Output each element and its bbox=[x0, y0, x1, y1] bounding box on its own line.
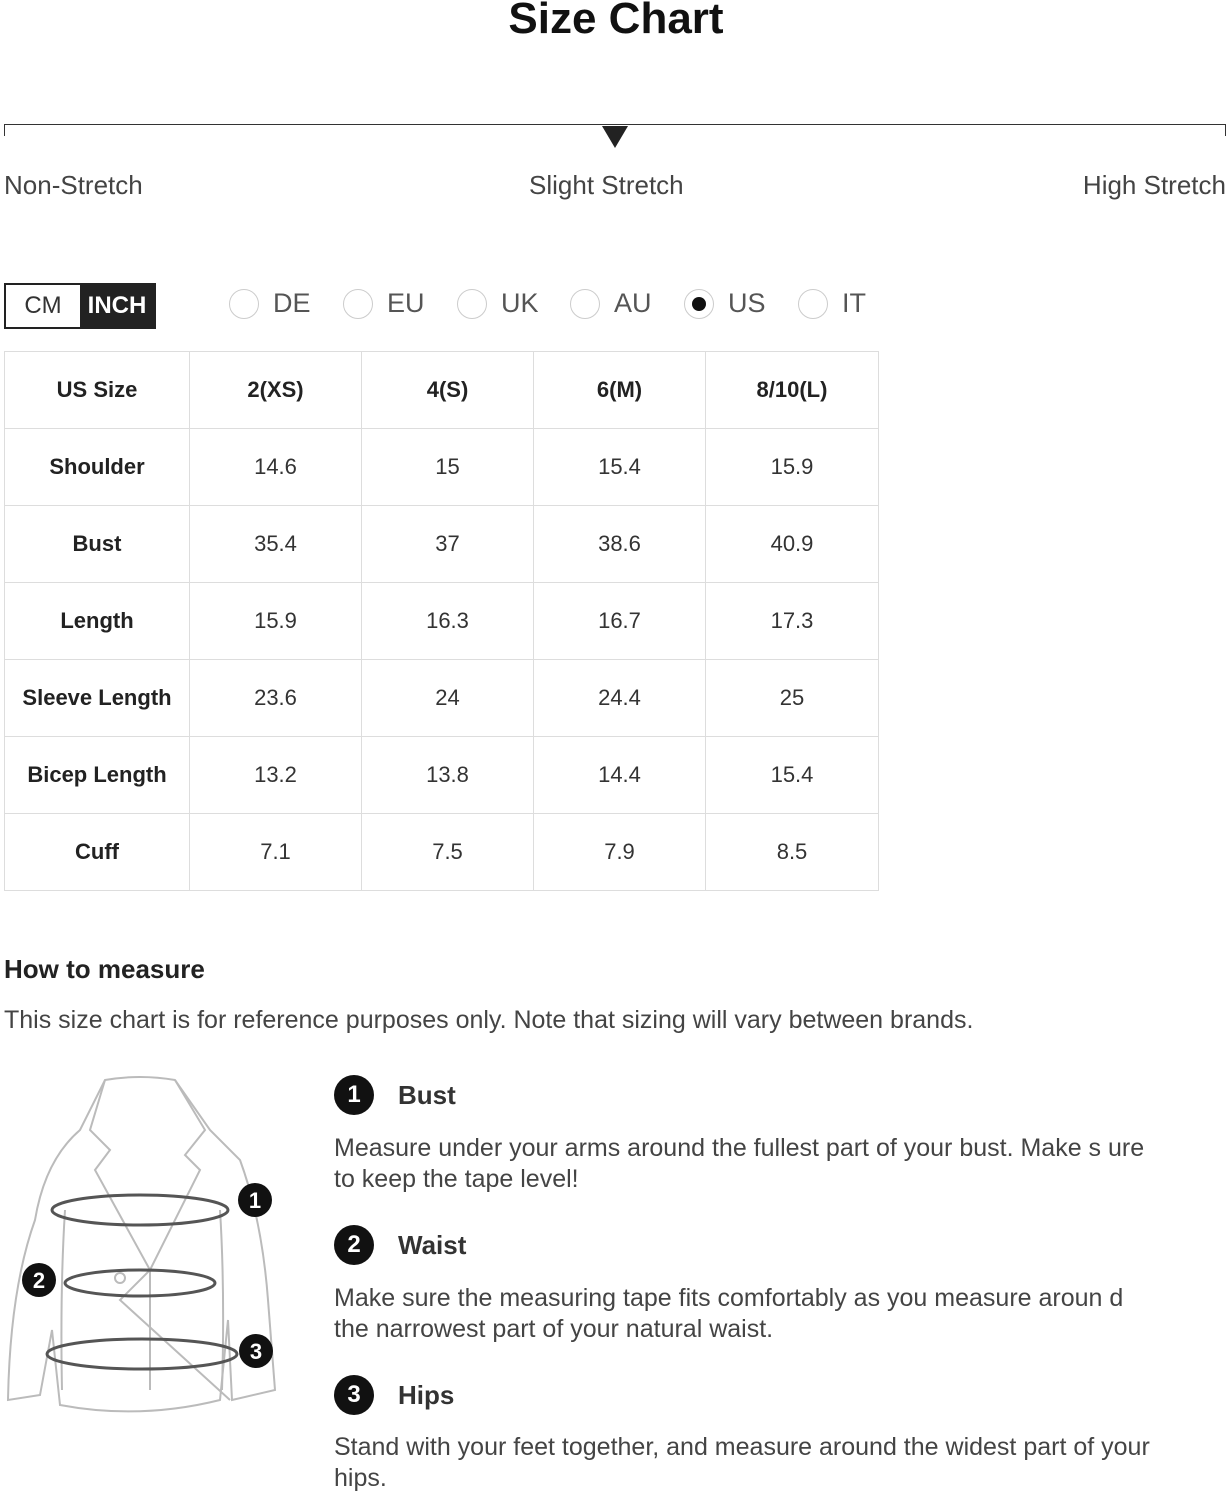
table-cell: 24 bbox=[361, 659, 534, 737]
radio-icon bbox=[457, 288, 487, 319]
table-cell: 7.9 bbox=[533, 813, 706, 891]
step-title: Waist bbox=[398, 1229, 467, 1260]
table-cell: 7.5 bbox=[361, 813, 534, 891]
stretch-pointer-icon bbox=[602, 126, 628, 148]
row-label: Shoulder bbox=[4, 428, 190, 506]
radio-label: UK bbox=[501, 288, 539, 318]
column-header: 4(S) bbox=[361, 351, 534, 429]
radio-label: AU bbox=[614, 288, 652, 318]
column-header: US Size bbox=[4, 351, 190, 429]
region-radio-eu[interactable]: EU bbox=[343, 288, 425, 319]
step-bust-text: Measure under your arms around the fulle… bbox=[334, 1134, 1145, 1193]
stretch-label-slight: Slight Stretch bbox=[529, 170, 684, 200]
stretch-label-non: Non-Stretch bbox=[4, 170, 143, 200]
table-cell: 8.5 bbox=[705, 813, 879, 891]
how-to-measure-note: This size chart is for reference purpose… bbox=[4, 1006, 974, 1034]
marker-1: 1 bbox=[238, 1183, 272, 1217]
table-cell: 13.2 bbox=[189, 736, 362, 814]
region-radio-uk[interactable]: UK bbox=[457, 288, 539, 319]
step-waist-text: Make sure the measuring tape fits comfor… bbox=[334, 1284, 1124, 1343]
table-row: Sleeve Length 23.6 24 24.4 25 bbox=[4, 659, 879, 737]
radio-icon bbox=[343, 288, 373, 319]
svg-text:2: 2 bbox=[33, 1268, 45, 1293]
table-row: Shoulder 14.6 15 15.4 15.9 bbox=[4, 428, 879, 506]
number-1-icon: 1 bbox=[334, 1075, 374, 1115]
table-cell: 37 bbox=[361, 505, 534, 583]
table-row: Cuff 7.1 7.5 7.9 8.5 bbox=[4, 813, 879, 891]
column-header: 8/10(L) bbox=[705, 351, 879, 429]
table-cell: 16.7 bbox=[533, 582, 706, 660]
number-3-icon: 3 bbox=[334, 1375, 374, 1415]
step-title: Bust bbox=[398, 1079, 456, 1110]
stretch-label-high: High Stretch bbox=[1082, 170, 1226, 200]
table-cell: 25 bbox=[705, 659, 879, 737]
table-cell: 15 bbox=[361, 428, 534, 506]
radio-icon bbox=[229, 288, 259, 319]
table-row: Bicep Length 13.2 13.8 14.4 15.4 bbox=[4, 736, 879, 814]
table-cell: 23.6 bbox=[189, 659, 362, 737]
radio-icon bbox=[798, 288, 828, 319]
how-to-measure-title: How to measure bbox=[4, 954, 205, 984]
step-hips-text: Stand with your feet together, and measu… bbox=[334, 1433, 1150, 1492]
step-waist-heading: 2 Waist bbox=[334, 1225, 466, 1265]
step-title: Hips bbox=[398, 1379, 455, 1410]
radio-icon bbox=[570, 288, 600, 319]
table-cell: 24.4 bbox=[533, 659, 706, 737]
table-header-row: US Size 2(XS) 4(S) 6(M) 8/10(L) bbox=[4, 351, 879, 429]
svg-text:1: 1 bbox=[249, 1188, 261, 1213]
table-row: Length 15.9 16.3 16.7 17.3 bbox=[4, 582, 879, 660]
table-cell: 13.8 bbox=[361, 736, 534, 814]
scale-tick bbox=[1225, 124, 1226, 136]
unit-cm-button[interactable]: CM bbox=[6, 285, 80, 327]
row-label: Bust bbox=[4, 505, 190, 583]
radio-selected-icon bbox=[684, 288, 714, 319]
marker-3: 3 bbox=[239, 1334, 273, 1368]
table-cell: 15.4 bbox=[705, 736, 879, 814]
table-cell: 16.3 bbox=[361, 582, 534, 660]
table-cell: 17.3 bbox=[705, 582, 879, 660]
table-cell: 15.4 bbox=[533, 428, 706, 506]
table-cell: 15.9 bbox=[705, 428, 879, 506]
region-radio-au[interactable]: AU bbox=[570, 288, 652, 319]
radio-label: IT bbox=[842, 288, 866, 318]
scale-tick bbox=[4, 124, 5, 136]
unit-toggle: CM INCH bbox=[4, 283, 156, 329]
size-table: US Size 2(XS) 4(S) 6(M) 8/10(L) Shoulder 14.6 1… bbox=[4, 351, 879, 891]
table-cell: 7.1 bbox=[189, 813, 362, 891]
svg-text:3: 3 bbox=[250, 1339, 262, 1364]
jacket-illustration: 1 2 3 bbox=[6, 1076, 277, 1413]
table-cell: 15.9 bbox=[189, 582, 362, 660]
unit-inch-button[interactable]: INCH bbox=[80, 285, 154, 327]
column-header: 6(M) bbox=[533, 351, 706, 429]
number-2-icon: 2 bbox=[334, 1225, 374, 1265]
column-header: 2(XS) bbox=[189, 351, 362, 429]
step-hips-heading: 3 Hips bbox=[334, 1375, 454, 1415]
page-title: Size Chart bbox=[508, 0, 724, 43]
row-label: Cuff bbox=[4, 813, 190, 891]
marker-2: 2 bbox=[22, 1263, 56, 1297]
table-cell: 14.6 bbox=[189, 428, 362, 506]
radio-label: US bbox=[728, 288, 766, 318]
stretch-scale-line bbox=[4, 124, 1226, 125]
table-cell: 40.9 bbox=[705, 505, 879, 583]
region-radio-us[interactable]: US bbox=[684, 288, 766, 319]
table-row: Bust 35.4 37 38.6 40.9 bbox=[4, 505, 879, 583]
region-radio-it[interactable]: IT bbox=[798, 288, 866, 319]
step-bust-heading: 1 Bust bbox=[334, 1075, 456, 1115]
row-label: Length bbox=[4, 582, 190, 660]
radio-label: EU bbox=[387, 288, 425, 318]
table-cell: 35.4 bbox=[189, 505, 362, 583]
table-cell: 38.6 bbox=[533, 505, 706, 583]
table-cell: 14.4 bbox=[533, 736, 706, 814]
row-label: Bicep Length bbox=[4, 736, 190, 814]
region-radio-de[interactable]: DE bbox=[229, 288, 311, 319]
radio-label: DE bbox=[273, 288, 311, 318]
row-label: Sleeve Length bbox=[4, 659, 190, 737]
